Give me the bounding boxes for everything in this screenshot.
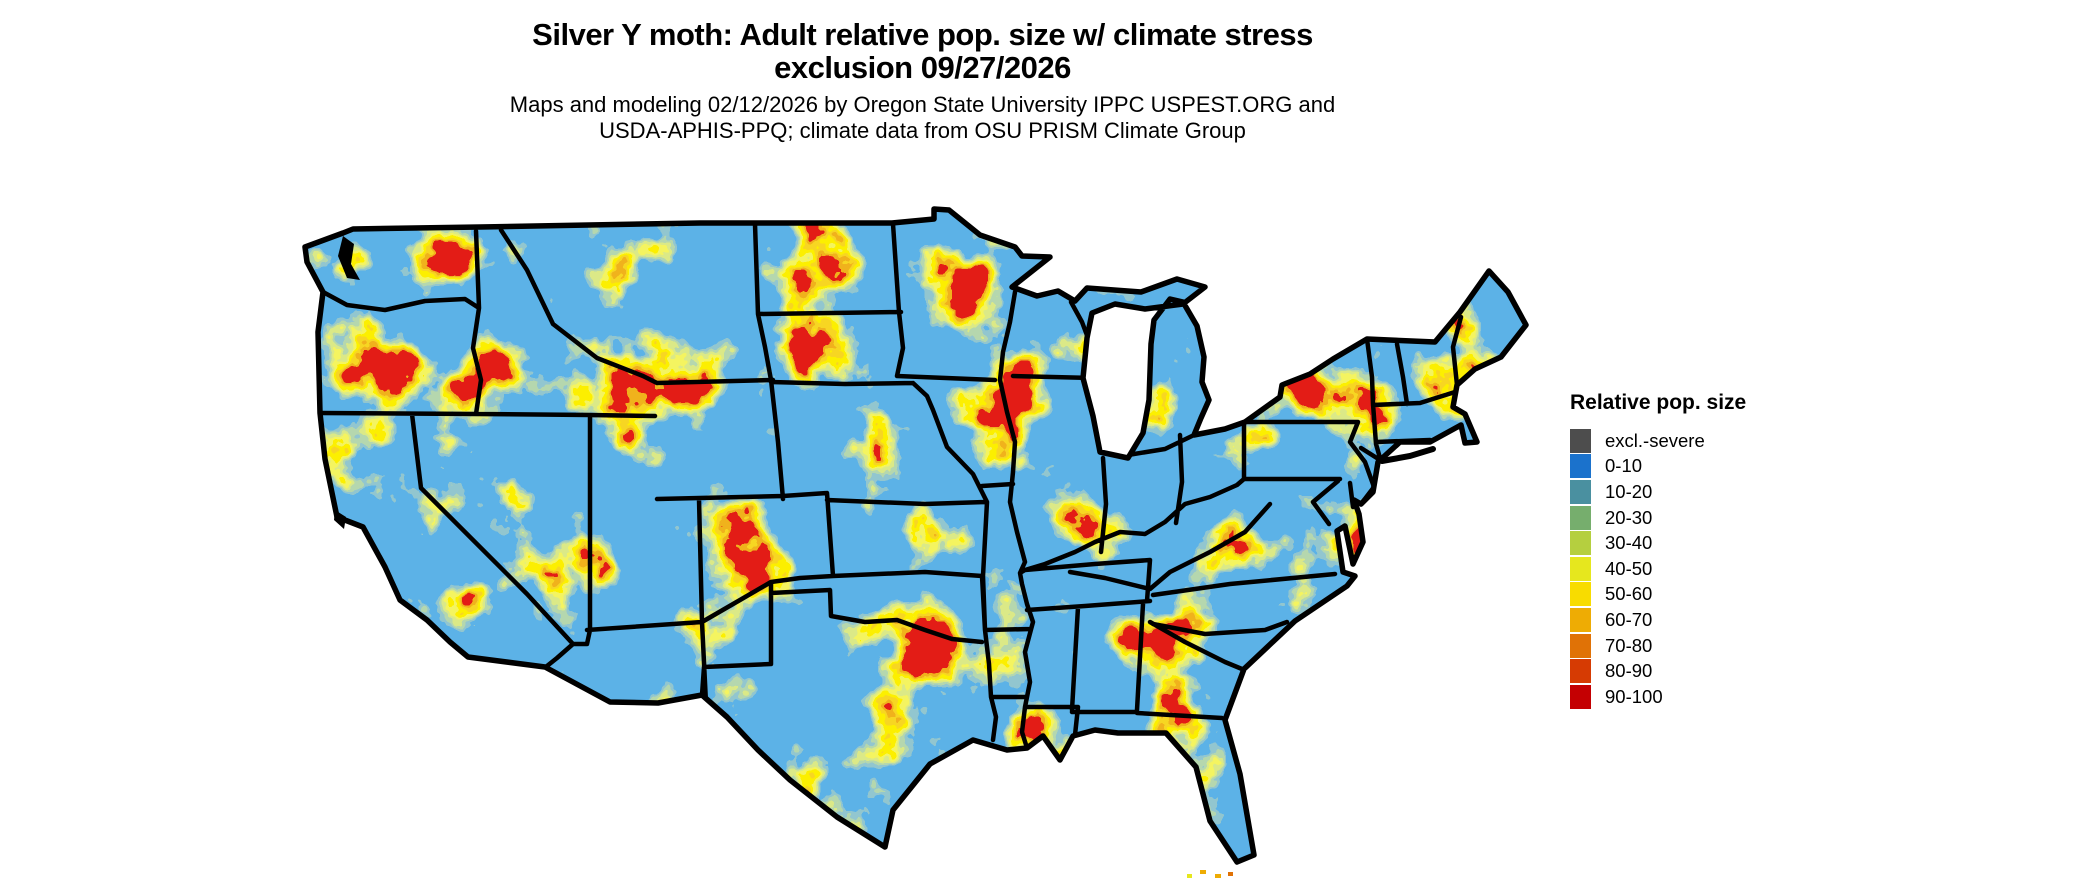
legend-label: 70-80 xyxy=(1605,634,1653,656)
legend-items: excl.-severe 0-10 10-20 20-30 30-40 40-5… xyxy=(1570,428,1870,710)
legend-swatch xyxy=(1570,556,1591,581)
legend: Relative pop. size excl.-severe 0-10 10-… xyxy=(1570,391,1870,710)
legend-label: 40-50 xyxy=(1605,557,1653,579)
legend-label: 0-10 xyxy=(1605,455,1643,477)
puget-sound xyxy=(338,236,360,280)
us-map xyxy=(302,206,1529,878)
legend-row: 20-30 xyxy=(1570,505,1870,531)
map-area xyxy=(225,152,1535,892)
legend-swatch xyxy=(1570,684,1591,709)
legend-swatch xyxy=(1570,531,1591,556)
subtitle-line-1: Maps and modeling 02/12/2026 by Oregon S… xyxy=(509,92,1336,117)
legend-row: 0-10 xyxy=(1570,454,1870,480)
legend-label: 90-100 xyxy=(1605,685,1663,707)
legend-row: 40-50 xyxy=(1570,556,1870,582)
legend-row: 80-90 xyxy=(1570,658,1870,684)
legend-swatch xyxy=(1570,479,1591,504)
page-title: Silver Y moth: Adult relative pop. size … xyxy=(0,18,1845,84)
legend-swatch xyxy=(1570,607,1591,632)
legend-row: 60-70 xyxy=(1570,607,1870,633)
subtitle-line-2: USDA-APHIS-PPQ; climate data from OSU PR… xyxy=(599,118,1246,143)
legend-row: 30-40 xyxy=(1570,530,1870,556)
long-island xyxy=(1379,446,1436,464)
legend-title: Relative pop. size xyxy=(1570,391,1747,414)
legend-row: excl.-severe xyxy=(1570,428,1870,454)
legend-swatch xyxy=(1570,428,1591,453)
legend-label: 30-40 xyxy=(1605,532,1653,554)
legend-label: 60-70 xyxy=(1605,608,1653,630)
florida-keys xyxy=(1187,870,1233,878)
legend-label: 10-20 xyxy=(1605,480,1653,502)
state-borders xyxy=(317,221,1464,751)
legend-swatch xyxy=(1570,659,1591,684)
sf-bay xyxy=(334,510,346,529)
legend-label: excl.-severe xyxy=(1605,429,1705,451)
terrain-texture xyxy=(305,209,1526,862)
legend-row: 90-100 xyxy=(1570,684,1870,710)
legend-label: 80-90 xyxy=(1605,660,1653,682)
legend-label: 20-30 xyxy=(1605,506,1653,528)
title-line-2: exclusion 09/27/2026 xyxy=(774,50,1071,85)
legend-swatch xyxy=(1570,505,1591,530)
legend-row: 70-80 xyxy=(1570,633,1870,659)
page-subtitle: Maps and modeling 02/12/2026 by Oregon S… xyxy=(0,92,1845,144)
legend-swatch xyxy=(1570,633,1591,658)
title-line-1: Silver Y moth: Adult relative pop. size … xyxy=(532,17,1313,52)
legend-row: 50-60 xyxy=(1570,582,1870,608)
legend-row: 10-20 xyxy=(1570,479,1870,505)
us-outline xyxy=(302,206,1529,865)
legend-label: 50-60 xyxy=(1605,583,1653,605)
legend-swatch xyxy=(1570,582,1591,607)
legend-swatch xyxy=(1570,454,1591,479)
